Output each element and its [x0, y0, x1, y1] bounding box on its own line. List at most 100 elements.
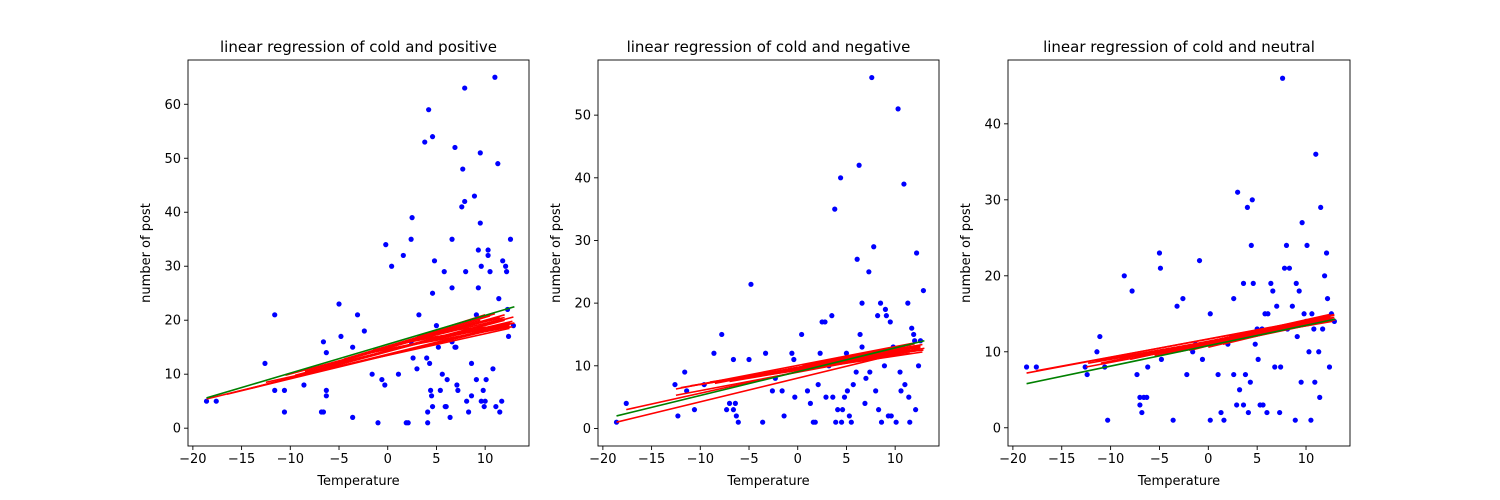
data-point: [452, 144, 458, 151]
data-point: [839, 407, 846, 413]
data-point: [850, 381, 856, 388]
data-point: [1294, 333, 1300, 340]
y-tick-label: 10: [574, 359, 591, 374]
data-point: [1139, 409, 1145, 416]
data-point: [427, 360, 433, 367]
data-point: [1313, 151, 1319, 157]
x-tick-label: −20: [179, 452, 206, 467]
data-point: [1281, 265, 1288, 271]
data-point: [830, 394, 836, 400]
data-point: [429, 134, 436, 140]
data-point: [1094, 349, 1100, 355]
data-point: [416, 312, 422, 318]
data-point: [1207, 311, 1213, 317]
data-point: [382, 382, 388, 388]
data-point: [1084, 371, 1090, 378]
data-point: [920, 287, 927, 294]
data-point: [1252, 341, 1258, 347]
data-point: [832, 206, 838, 212]
data-point: [354, 312, 361, 318]
data-point: [1157, 265, 1164, 271]
data-point: [1296, 288, 1302, 294]
data-point: [623, 400, 629, 406]
x-tick-label: 0: [794, 452, 802, 467]
data-point: [897, 369, 903, 375]
x-tick-label: 5: [842, 452, 850, 467]
data-point: [462, 85, 468, 91]
data-point: [866, 269, 872, 275]
data-point: [877, 300, 884, 306]
data-point: [1023, 364, 1030, 370]
overall-fit-line: [616, 339, 925, 417]
data-point: [1311, 326, 1317, 332]
data-point: [485, 252, 491, 259]
data-point: [1277, 409, 1283, 416]
data-point: [1180, 295, 1186, 302]
x-tick-label: −15: [228, 452, 255, 467]
data-point: [730, 356, 737, 363]
data-point: [320, 409, 327, 415]
data-point: [769, 388, 775, 394]
data-point: [478, 263, 484, 269]
data-point: [853, 369, 859, 375]
fit-line: [734, 351, 923, 381]
data-point: [426, 107, 432, 113]
data-point: [281, 409, 288, 415]
data-point: [1190, 349, 1196, 355]
data-point: [1134, 371, 1140, 378]
data-point: [789, 350, 795, 356]
data-point: [452, 344, 458, 350]
data-point: [361, 328, 367, 334]
data-point: [1105, 417, 1111, 423]
chart-title: linear regression of cold and negative: [627, 38, 911, 56]
data-point: [465, 409, 472, 415]
fit-line: [436, 324, 510, 332]
data-point: [503, 269, 510, 275]
y-tick-label: 10: [984, 345, 1001, 360]
y-tick-label: 40: [164, 206, 181, 221]
data-point: [1174, 303, 1180, 309]
data-point: [281, 387, 288, 393]
data-point: [906, 394, 912, 400]
data-point: [424, 355, 430, 361]
data-point: [477, 150, 483, 156]
data-point: [375, 420, 381, 426]
data-point: [1097, 333, 1103, 340]
data-point: [1082, 364, 1088, 370]
data-point: [444, 376, 450, 383]
x-axis-label: Temperature: [316, 474, 399, 489]
data-point: [837, 175, 844, 181]
x-tick-label: 10: [1298, 452, 1315, 467]
data-point: [468, 393, 475, 399]
x-tick-label: 0: [1204, 452, 1212, 467]
data-point: [1289, 303, 1295, 309]
data-point: [1137, 402, 1143, 408]
data-point: [807, 400, 813, 406]
data-point: [482, 398, 488, 404]
data-point: [459, 204, 465, 210]
data-point: [901, 181, 907, 187]
data-point: [911, 331, 917, 338]
data-point: [323, 393, 329, 399]
y-axis-label: number of post: [139, 203, 154, 303]
data-point: [435, 344, 441, 350]
data-point: [460, 166, 466, 172]
data-point: [414, 366, 420, 372]
y-tick-label: 0: [173, 422, 181, 437]
data-point: [781, 413, 787, 419]
data-point: [1236, 387, 1243, 393]
data-point: [500, 258, 506, 264]
y-tick-label: 20: [574, 297, 591, 312]
x-tick-label: −20: [999, 452, 1026, 467]
data-point: [422, 139, 428, 145]
data-point: [867, 369, 873, 375]
data-point: [902, 381, 908, 388]
data-point: [822, 319, 828, 325]
data-point: [487, 269, 493, 275]
data-point: [857, 331, 863, 338]
data-point: [859, 300, 865, 306]
x-tick-label: −15: [638, 452, 665, 467]
data-point: [1137, 394, 1143, 400]
data-point: [1299, 220, 1305, 226]
data-point: [746, 356, 752, 363]
